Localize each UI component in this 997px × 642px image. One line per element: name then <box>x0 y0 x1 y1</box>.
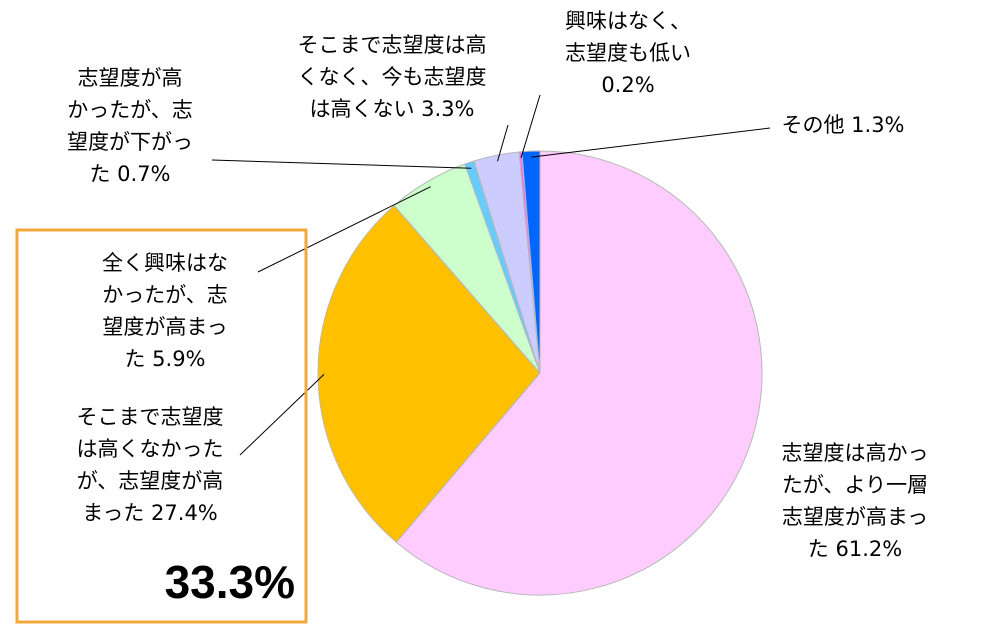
leader-line <box>239 373 325 456</box>
leader-line <box>520 94 541 158</box>
slice-label-line: が、志望度が高 <box>77 469 224 493</box>
slice-label-line: た 61.2% <box>808 537 902 561</box>
pie-slice <box>395 150 763 596</box>
slice-label: 志望度が高かったが、志望度が下がった 0.7% <box>67 66 193 186</box>
highlight-box <box>15 228 308 624</box>
slice-label: 興味はなく、志望度も低い 0.2% <box>565 9 691 97</box>
leader-line <box>531 127 771 158</box>
slice-label-line: 望度が高まっ <box>102 315 227 339</box>
slice-label-line: くなく、今も志望度 <box>298 65 487 89</box>
highlight-total: 33.3% <box>165 556 295 608</box>
slice-label-line: は高くない 3.3% <box>309 97 474 121</box>
slice-label-line: 望度が下がっ <box>67 130 193 154</box>
slice-label: その他 1.3% <box>781 113 904 137</box>
slice-label: 全く興味はなかったが、志望度が高まった 5.9% <box>102 251 228 371</box>
pie-slices <box>317 150 763 596</box>
slice-label-line: 志望度は高かっ <box>782 441 929 465</box>
slice-label-line: 全く興味はな <box>102 251 228 275</box>
slice-label-line: そこまで志望度 <box>77 405 224 429</box>
slice-label-line: は高くなかった <box>77 437 224 461</box>
pie-slice <box>521 150 541 374</box>
slice-label-line: そこまで志望度は高 <box>298 33 487 57</box>
slice-label-line: その他 1.3% <box>781 113 904 137</box>
slice-label: そこまで志望度は高くなかったが、志望度が高まった 27.4% <box>77 405 224 525</box>
slice-label-line: かったが、志 <box>102 283 228 307</box>
slice-labels: 志望度は高かったが、より一層志望度が高まった 61.2% そこまで志望度は高くなか… <box>67 9 929 561</box>
slice-label-line: た 5.9% <box>124 347 205 371</box>
slice-label-line: 志望度も低い <box>565 41 691 65</box>
slice-label-line: 興味はなく、 <box>565 9 691 33</box>
leader-line <box>497 124 509 162</box>
leader-line <box>257 186 431 273</box>
pie-slice <box>317 204 541 543</box>
slice-label-line: 志望度が高まっ <box>782 505 928 529</box>
slice-label-line: まった 27.4% <box>82 501 218 525</box>
slice-label: そこまで志望度は高くなく、今も志望度は高くない 3.3% <box>298 33 487 121</box>
slice-label: 志望度は高かったが、より一層志望度が高まった 61.2% <box>782 441 929 561</box>
slice-label-line: 志望度が高 <box>78 66 183 90</box>
leader-line <box>211 159 472 169</box>
slice-label-line: 0.2% <box>601 73 654 97</box>
slice-label-line: たが、より一層 <box>782 473 928 497</box>
slice-label-line: た 0.7% <box>89 162 170 186</box>
slice-label-line: かったが、志 <box>67 98 193 122</box>
leader-lines <box>211 94 771 456</box>
